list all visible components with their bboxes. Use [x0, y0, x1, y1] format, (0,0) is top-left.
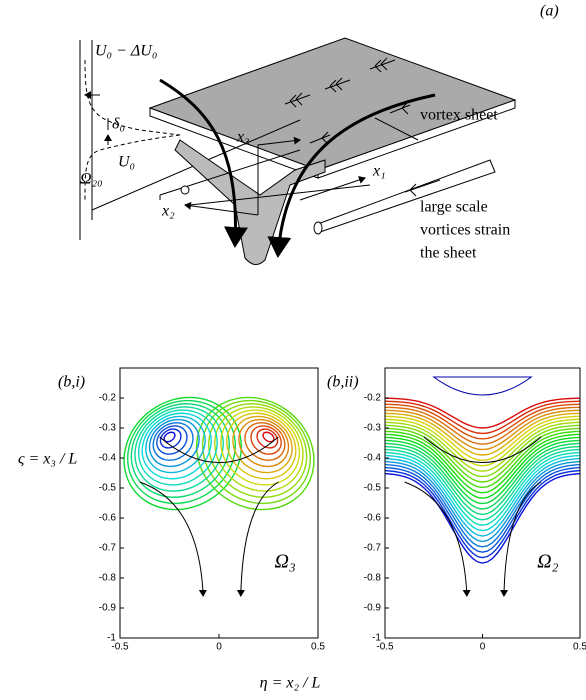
y-tick-label: -0.7 — [364, 543, 382, 554]
x-tick-label: 0 — [480, 642, 486, 653]
contour-line — [385, 415, 580, 462]
y-tick-label: -0.5 — [99, 483, 117, 494]
contour-line — [385, 397, 580, 429]
y-tick-label: -0.6 — [99, 513, 117, 524]
contour-line — [385, 406, 580, 445]
x-tick-label: 0.5 — [311, 642, 325, 653]
contour-line — [127, 399, 236, 505]
contour-line — [385, 469, 580, 559]
contour-line — [134, 406, 224, 492]
contour-line — [385, 430, 580, 489]
axis-label: x₁ — [372, 163, 386, 180]
contour-line — [385, 463, 580, 548]
contour-line — [145, 415, 206, 474]
y-tick-label: -0.9 — [364, 603, 382, 614]
contour-line — [385, 460, 580, 543]
y-tick-label: -1 — [107, 633, 116, 644]
contour-line — [385, 457, 580, 537]
panel-label: (b,i) — [58, 374, 85, 391]
contour-line — [238, 418, 290, 468]
contour-line — [432, 376, 533, 396]
caption-line: large scale — [420, 199, 488, 216]
contour-line — [220, 409, 301, 486]
contour-line — [195, 396, 315, 511]
panel-label: (b,ii) — [327, 374, 359, 391]
axis-label: x₃ — [236, 129, 250, 146]
field-label: Ω₃ — [274, 551, 295, 573]
contour-line — [137, 409, 218, 486]
contour-line — [214, 406, 304, 492]
contour-line — [385, 421, 580, 472]
contour-line — [385, 451, 580, 526]
y-tick-label: -0.2 — [99, 393, 117, 404]
contour-line — [385, 439, 580, 505]
flow-arrow — [404, 481, 471, 597]
flow-arrow — [139, 481, 207, 597]
flow-arrow — [236, 481, 279, 597]
caption-line: the sheet — [420, 245, 477, 262]
caption-line: vortices strain — [420, 222, 510, 239]
contour-line — [385, 454, 580, 532]
contour-line — [385, 424, 580, 478]
y-tick-label: -0.6 — [364, 513, 382, 524]
contour-line — [385, 442, 580, 510]
contour-line — [141, 412, 212, 480]
diagram — [79, 37, 517, 265]
contour-line — [244, 422, 286, 461]
x-tick-label: -0.5 — [376, 642, 394, 653]
contour-line — [232, 415, 293, 474]
contour-line — [385, 400, 580, 435]
contour-line — [385, 445, 580, 516]
y-tick-label: -0.8 — [364, 573, 382, 584]
contour-line — [202, 399, 311, 505]
panel-label: (a) — [540, 3, 559, 20]
contour-line — [385, 418, 580, 467]
x-tick-label: -0.5 — [111, 642, 129, 653]
y-tick-label: -0.4 — [99, 453, 117, 464]
flow-arrow — [500, 481, 542, 597]
contour-line — [226, 412, 297, 480]
contour-line — [152, 422, 194, 461]
y-tick-label: -0.7 — [99, 543, 117, 554]
y-tick-label: -1 — [372, 633, 381, 644]
y-tick-label: -0.9 — [99, 603, 117, 614]
separatrix — [423, 436, 542, 463]
contour-line — [385, 409, 580, 451]
contour-plot — [385, 376, 580, 564]
velocity-label: U₀ — [118, 154, 135, 171]
contour-line — [385, 436, 580, 499]
contour-line — [159, 428, 182, 449]
contour-line — [385, 448, 580, 521]
y-axis-title: ς = x₃ / L — [18, 451, 77, 468]
contour-plot — [123, 396, 315, 511]
y-tick-label: -0.4 — [364, 453, 382, 464]
x-axis-title: η = x₂ / L — [260, 675, 321, 692]
field-label: Ω₂ — [537, 551, 558, 573]
contour-line — [148, 418, 200, 468]
thickness-label: δ₀ — [112, 116, 125, 133]
contour-line — [262, 431, 275, 443]
x-tick-label: 0.5 — [573, 642, 586, 653]
contour-line — [385, 433, 580, 494]
contour-line — [123, 396, 243, 511]
contour-line — [163, 431, 176, 443]
y-tick-label: -0.3 — [364, 423, 382, 434]
y-tick-label: -0.5 — [364, 483, 382, 494]
contour-line — [256, 428, 279, 449]
y-tick-label: -0.8 — [99, 573, 117, 584]
contour-line — [385, 427, 580, 483]
contour-line — [385, 472, 580, 564]
contour-line — [385, 412, 580, 456]
y-tick-label: -0.3 — [99, 423, 117, 434]
axis-label: x₂ — [161, 203, 175, 220]
contour-line — [385, 466, 580, 553]
y-tick-label: -0.2 — [364, 393, 382, 404]
vorticity-label: Ω₂₀ — [80, 171, 103, 188]
sheet-label: vortex sheet — [420, 107, 498, 124]
contour-line — [385, 403, 580, 440]
separatrix — [159, 436, 279, 463]
x-tick-label: 0 — [216, 642, 222, 653]
velocity-label: U₀ − ΔU₀ — [95, 43, 157, 60]
